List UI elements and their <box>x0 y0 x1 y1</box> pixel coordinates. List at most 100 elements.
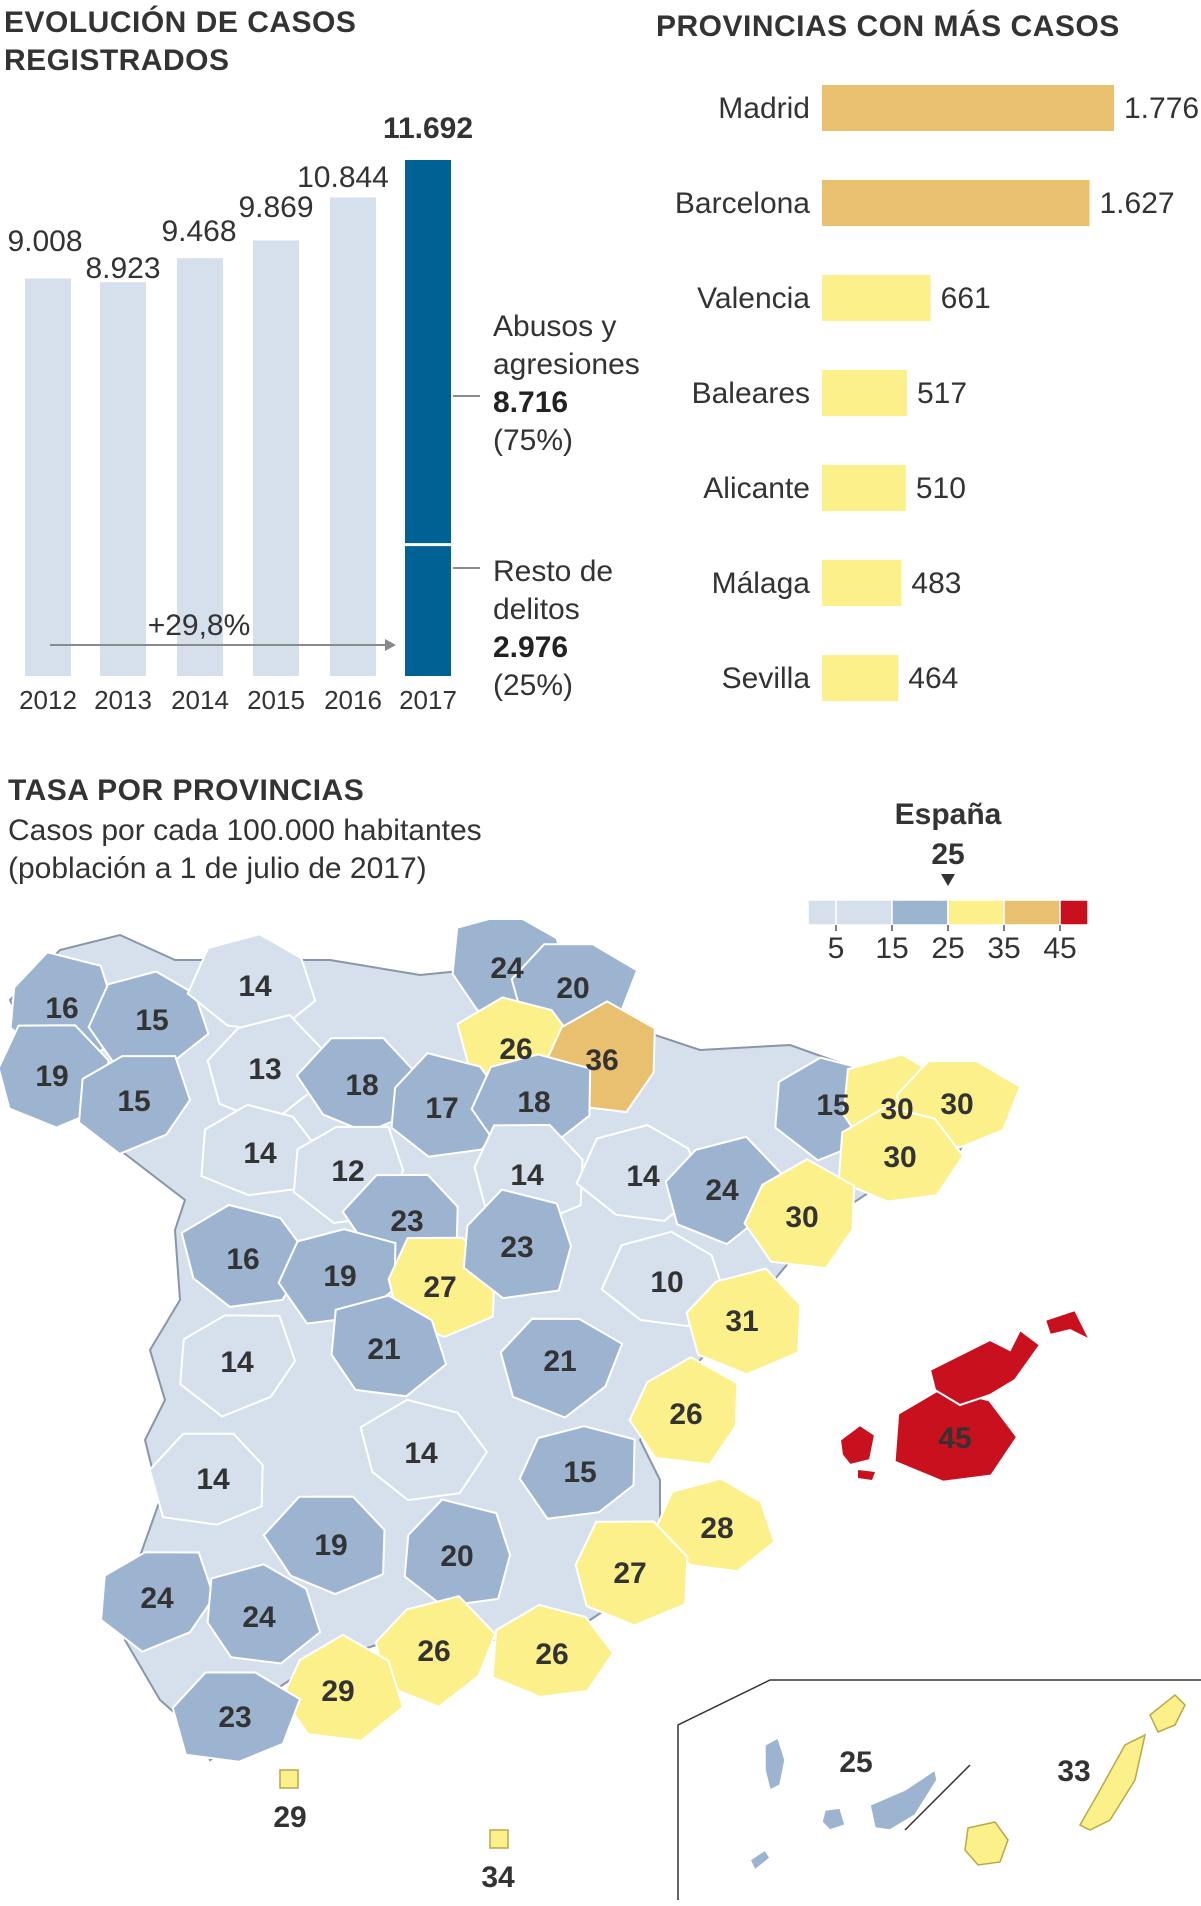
legend-tick-label: 25 <box>931 932 964 965</box>
province-value-label: 1.627 <box>1100 187 1175 220</box>
province-region <box>600 1230 727 1328</box>
province-rate-label: 34 <box>481 1861 515 1894</box>
province-bar <box>822 655 899 701</box>
provinces-title: PROVINCIAS CON MÁS CASOS <box>656 10 1120 43</box>
year-tick-label: 2012 <box>19 685 77 715</box>
province-region <box>179 1314 297 1418</box>
province-region <box>77 1055 192 1156</box>
la-palma-shape <box>764 1736 786 1792</box>
province-name-label: Baleares <box>692 377 810 410</box>
evolution-title-line2: REGISTRADOS <box>4 44 230 77</box>
bar-2017-resto <box>405 544 451 676</box>
province-rate-label: 19 <box>314 1529 347 1562</box>
bar-value-label: 9.008 <box>7 225 82 258</box>
bar-value-label: 10.844 <box>297 161 389 194</box>
map-shapes <box>279 1308 1186 1872</box>
map-header: TASA POR PROVINCIAS Casos por cada 100.0… <box>8 772 482 888</box>
province-region <box>499 1317 624 1419</box>
bar-value-label: 8.923 <box>85 252 160 285</box>
province-region <box>148 1432 264 1526</box>
province-rate-label: 25 <box>839 1746 872 1779</box>
map-subtitle-line1: Casos por cada 100.000 habitantes <box>8 814 482 847</box>
province-rate-label: 14 <box>404 1437 438 1470</box>
menorca-shape <box>1043 1308 1093 1343</box>
province-rate-label: 18 <box>517 1086 550 1119</box>
province-rate-label: 21 <box>543 1345 576 1378</box>
province-rate-label: 20 <box>556 972 589 1005</box>
bar-value-label: 9.869 <box>238 191 313 224</box>
province-rate-label: 36 <box>585 1044 618 1077</box>
province-rate-label: 24 <box>242 1601 276 1634</box>
province-bars: Madrid 1.776 Barcelona 1.627 Valencia 661 Bale… <box>675 85 1199 701</box>
province-bar <box>822 85 1114 131</box>
province-rate-label: 28 <box>700 1512 733 1545</box>
province-rate-label: 23 <box>218 1701 251 1734</box>
province-rate-label: 14 <box>238 970 272 1003</box>
province-region <box>374 1595 497 1708</box>
legend-tick-label: 35 <box>987 932 1020 965</box>
province-name-label: Madrid <box>718 92 810 125</box>
mallorca-shape <box>928 1328 1042 1407</box>
province-region <box>330 1294 448 1398</box>
province-bar <box>822 370 908 416</box>
province-rate-label: 17 <box>425 1092 458 1125</box>
province-rate-label: 16 <box>226 1243 259 1276</box>
province-rate-label: 18 <box>345 1069 378 1102</box>
province-rate-label: 23 <box>390 1205 423 1238</box>
province-rate-label: 15 <box>816 1089 849 1122</box>
province-region <box>200 1103 322 1197</box>
province-region <box>262 1495 386 1596</box>
bar-2015 <box>253 240 299 676</box>
province-rate-label: 24 <box>705 1174 739 1207</box>
legend-swatches <box>807 899 1089 926</box>
formentera-shape <box>858 1470 875 1480</box>
breakdown-abusos-value: 8.716 <box>493 386 568 419</box>
province-value-label: 661 <box>941 282 991 315</box>
province-rate-label: 10 <box>650 1266 683 1299</box>
province-region <box>180 1203 312 1308</box>
year-tick-label: 2014 <box>171 685 229 715</box>
ibiza-shape <box>838 1423 877 1467</box>
legend-swatch <box>891 899 949 926</box>
province-bar <box>822 180 1090 226</box>
province-region <box>390 1051 512 1158</box>
legend-swatch <box>947 899 1005 926</box>
province-name-label: Málaga <box>712 567 811 600</box>
legend-tick-label: 15 <box>875 932 908 965</box>
province-rate-label: 26 <box>499 1033 532 1066</box>
legend-tick-label: 5 <box>828 932 845 965</box>
el-hierro-shape <box>749 1848 771 1872</box>
province-rate-label: 29 <box>273 1801 306 1834</box>
province-name-label: Alicante <box>703 472 810 505</box>
province-rate-label: 30 <box>940 1088 973 1121</box>
province-region <box>403 1498 512 1608</box>
province-name-label: Barcelona <box>675 187 810 220</box>
province-rate-label: 14 <box>220 1346 254 1379</box>
melilla-shape <box>489 1829 509 1849</box>
legend-spain-marker <box>941 874 955 886</box>
province-region <box>281 1633 405 1742</box>
province-rate-label: 30 <box>785 1201 818 1234</box>
province-rate-label: 24 <box>140 1582 174 1615</box>
bar-2012 <box>25 278 71 676</box>
province-rate-label: 30 <box>883 1141 916 1174</box>
province-region <box>685 1267 802 1376</box>
legend-tick-label: 45 <box>1043 932 1076 965</box>
breakdown-resto-line2: delitos <box>493 593 580 626</box>
map-subtitle-line2: (población a 1 de julio de 2017) <box>8 852 427 885</box>
breakdown-abusos: Abusos y agresiones 8.716 (75%) <box>493 310 640 457</box>
map-title: TASA POR PROVINCIAS <box>8 774 365 807</box>
province-bar <box>822 465 906 511</box>
la-gomera-shape <box>821 1807 846 1831</box>
legend-ticks: 5 15 25 35 45 <box>828 925 1077 965</box>
province-region <box>574 1520 689 1627</box>
province-rate-label: 26 <box>535 1638 568 1671</box>
province-rate-label: 23 <box>500 1231 533 1264</box>
breakdown-abusos-pct: (75%) <box>493 424 573 457</box>
evolution-title-line1: EVOLUCIÓN DE CASOS <box>4 6 357 39</box>
province-rate-label: 15 <box>117 1085 150 1118</box>
province-region <box>462 1188 573 1300</box>
province-value-label: 510 <box>916 472 966 505</box>
province-value-label: 483 <box>911 567 961 600</box>
province-rate-label: 13 <box>248 1053 281 1086</box>
